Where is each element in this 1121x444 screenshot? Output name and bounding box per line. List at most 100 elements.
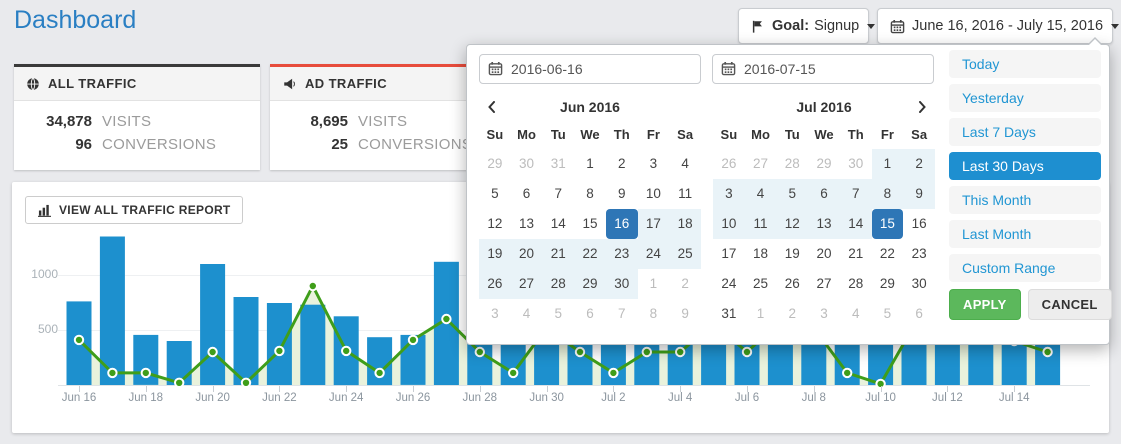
calendar-day[interactable]: 12 bbox=[776, 209, 809, 239]
range-option-this-month[interactable]: This Month bbox=[949, 186, 1101, 214]
calendar-day[interactable]: 26 bbox=[784, 276, 800, 291]
calendar-day[interactable]: 26 bbox=[479, 269, 511, 299]
calendar-day[interactable]: 13 bbox=[808, 209, 840, 239]
calendar-day[interactable]: 28 bbox=[542, 269, 575, 299]
calendar-day[interactable]: 18 bbox=[753, 246, 769, 261]
calendar-day[interactable]: 2 bbox=[903, 149, 935, 179]
calendar-day[interactable]: 27 bbox=[510, 269, 543, 299]
calendar-day[interactable]: 29 bbox=[879, 276, 895, 291]
range-option-last-30-days[interactable]: Last 30 Days bbox=[949, 152, 1101, 180]
chevron-right-icon next-month-button[interactable] bbox=[909, 101, 935, 113]
calendar-day[interactable]: 16 bbox=[911, 216, 927, 231]
calendar-day[interactable]: 25 bbox=[669, 239, 701, 269]
calendar-day[interactable]: 13 bbox=[519, 216, 535, 231]
chevron-left-icon prev-month-button[interactable] bbox=[479, 101, 505, 113]
calendar-day[interactable]: 19 bbox=[479, 239, 511, 269]
calendar-day[interactable]: 28 bbox=[784, 156, 800, 171]
range-option-last-month[interactable]: Last Month bbox=[949, 220, 1101, 248]
calendar-day[interactable]: 10 bbox=[713, 209, 745, 239]
calendar-day[interactable]: 11 bbox=[744, 209, 777, 239]
calendar-day[interactable]: 17 bbox=[721, 246, 737, 261]
calendar-day[interactable]: 7 bbox=[839, 179, 872, 209]
calendar-day[interactable]: 28 bbox=[848, 276, 864, 291]
calendar-day[interactable]: 1 bbox=[871, 149, 904, 179]
calendar-day[interactable]: 8 bbox=[871, 179, 904, 209]
calendar-day[interactable]: 6 bbox=[915, 306, 923, 321]
calendar-day[interactable]: 4 bbox=[744, 179, 777, 209]
calendar-day[interactable]: 3 bbox=[820, 306, 828, 321]
date-range-button[interactable]: June 16, 2016 - July 15, 2016 bbox=[877, 8, 1120, 44]
calendar-day[interactable]: 25 bbox=[753, 276, 769, 291]
start-date-input[interactable] bbox=[479, 54, 701, 84]
calendar-day[interactable]: 2 bbox=[681, 276, 689, 291]
range-option-last-7-days[interactable]: Last 7 Days bbox=[949, 118, 1101, 146]
calendar-day[interactable]: 16 bbox=[605, 209, 638, 239]
apply-button[interactable]: APPLY bbox=[949, 289, 1021, 320]
goal-selector-button[interactable]: Goal: Signup bbox=[738, 8, 876, 44]
calendar-day[interactable]: 8 bbox=[649, 306, 658, 321]
calendar-day[interactable]: 3 bbox=[713, 179, 745, 209]
calendar-day[interactable]: 30 bbox=[519, 156, 535, 171]
calendar-day[interactable]: 22 bbox=[574, 239, 606, 269]
calendar-day[interactable]: 4 bbox=[681, 156, 689, 171]
calendar-day[interactable]: 1 bbox=[756, 306, 765, 321]
calendar-day[interactable]: 23 bbox=[911, 246, 927, 261]
calendar-day[interactable]: 31 bbox=[550, 156, 566, 171]
calendar-day[interactable]: 14 bbox=[550, 216, 566, 231]
calendar-day[interactable]: 30 bbox=[848, 156, 864, 171]
calendar-day[interactable]: 1 bbox=[649, 276, 658, 291]
calendar-day[interactable]: 5 bbox=[491, 186, 499, 201]
calendar-day[interactable]: 24 bbox=[637, 239, 670, 269]
calendar-day[interactable]: 5 bbox=[883, 306, 892, 321]
range-option-custom-range[interactable]: Custom Range bbox=[949, 254, 1101, 282]
calendar-day[interactable]: 6 bbox=[586, 306, 594, 321]
calendar-day[interactable]: 1 bbox=[586, 156, 594, 171]
calendar-day[interactable]: 15 bbox=[871, 209, 904, 239]
calendar-day[interactable]: 27 bbox=[816, 276, 832, 291]
calendar-day[interactable]: 4 bbox=[851, 306, 860, 321]
calendar-day[interactable]: 21 bbox=[848, 246, 864, 261]
calendar-day[interactable]: 21 bbox=[542, 239, 575, 269]
calendar-day[interactable]: 2 bbox=[617, 156, 626, 171]
calendar-day[interactable]: 22 bbox=[879, 246, 895, 261]
calendar-day[interactable]: 7 bbox=[554, 186, 563, 201]
range-option-yesterday[interactable]: Yesterday bbox=[949, 84, 1101, 112]
calendar-day[interactable]: 17 bbox=[637, 209, 670, 239]
calendar-day[interactable]: 3 bbox=[649, 156, 658, 171]
calendar-day[interactable]: 30 bbox=[605, 269, 638, 299]
calendar-day[interactable]: 24 bbox=[721, 276, 737, 291]
end-date-input[interactable] bbox=[712, 54, 934, 84]
calendar-day[interactable]: 23 bbox=[605, 239, 638, 269]
calendar-day[interactable]: 18 bbox=[669, 209, 701, 239]
calendar-day[interactable]: 9 bbox=[617, 186, 626, 201]
calendar-day[interactable]: 11 bbox=[678, 186, 693, 201]
calendar-day[interactable]: 6 bbox=[522, 186, 531, 201]
calendar-day[interactable]: 30 bbox=[911, 276, 927, 291]
calendar-day[interactable]: 9 bbox=[903, 179, 935, 209]
range-option-today[interactable]: Today bbox=[949, 50, 1101, 78]
calendar-day[interactable]: 5 bbox=[554, 306, 563, 321]
calendar-day[interactable]: 6 bbox=[808, 179, 840, 209]
calendar-day[interactable]: 15 bbox=[582, 216, 598, 231]
calendar-day[interactable]: 20 bbox=[816, 246, 832, 261]
calendar-day[interactable]: 20 bbox=[510, 239, 543, 269]
calendar-day[interactable]: 8 bbox=[586, 186, 594, 201]
calendar-day[interactable]: 29 bbox=[487, 156, 503, 171]
calendar-day[interactable]: 29 bbox=[574, 269, 606, 299]
calendar-day[interactable]: 2 bbox=[788, 306, 797, 321]
calendar-day[interactable]: 12 bbox=[487, 216, 503, 231]
view-all-traffic-report-button[interactable]: VIEW ALL TRAFFIC REPORT bbox=[25, 196, 243, 224]
calendar-day[interactable]: 29 bbox=[816, 156, 832, 171]
calendar-day[interactable]: 14 bbox=[839, 209, 872, 239]
calendar-day[interactable]: 5 bbox=[776, 179, 809, 209]
calendar-day[interactable]: 31 bbox=[721, 306, 737, 321]
cancel-button[interactable]: CANCEL bbox=[1027, 289, 1112, 320]
calendar-day[interactable]: 10 bbox=[645, 186, 661, 201]
calendar-day[interactable]: 26 bbox=[721, 156, 737, 171]
calendar-day[interactable]: 4 bbox=[522, 306, 531, 321]
calendar-day[interactable]: 19 bbox=[784, 246, 800, 261]
calendar-day[interactable]: 7 bbox=[617, 306, 626, 321]
calendar-day[interactable]: 27 bbox=[753, 156, 769, 171]
calendar-day[interactable]: 9 bbox=[681, 306, 689, 321]
calendar-day[interactable]: 3 bbox=[491, 306, 499, 321]
